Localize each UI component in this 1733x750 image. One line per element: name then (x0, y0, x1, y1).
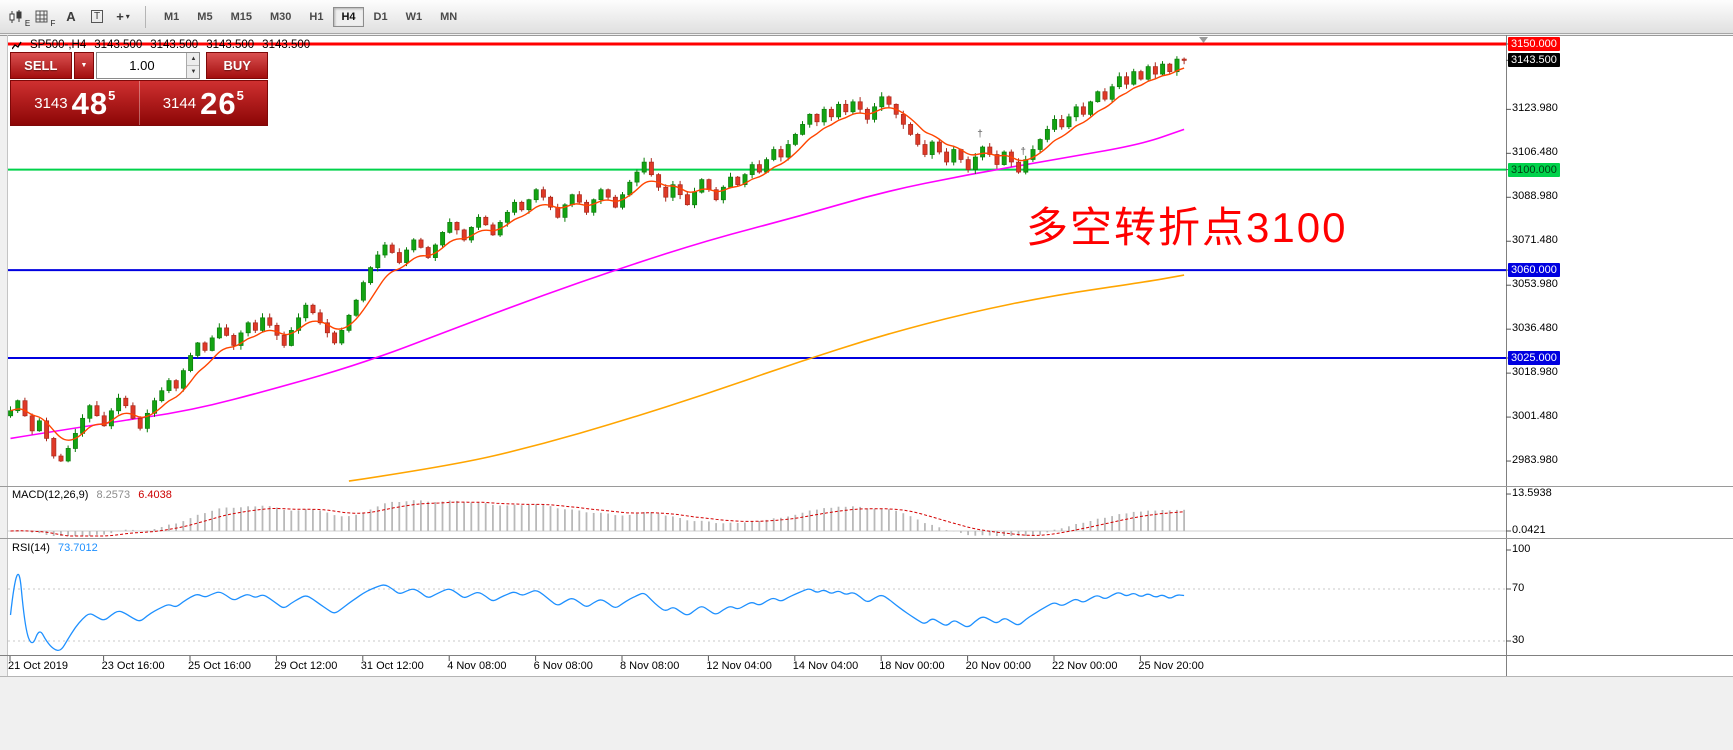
volume-stepper: ▲ ▼ (186, 53, 200, 78)
macd-signal-value: 6.4038 (138, 489, 172, 501)
ohlc-close: 3143.500 (262, 39, 311, 51)
ohlc-open: 3143.500 (94, 39, 143, 51)
text-box-icon: T (90, 10, 104, 23)
volume-field: ▲ ▼ (96, 52, 201, 79)
bid-price[interactable]: 3143 48 5 (11, 81, 140, 125)
timeframe-m15-button[interactable]: M15 (223, 7, 260, 27)
macd-name: MACD(12,26,9) (12, 489, 89, 501)
toolbar: E F A T + ▾ M1 M5 M15 M30 H1 H4 (0, 0, 1733, 34)
timeframe-m1-button[interactable]: M1 (156, 7, 187, 27)
one-click-trading-panel: SELL ▼ ▲ ▼ BUY 3143 48 5 3144 26 5 (10, 52, 268, 126)
ma-slow-line (348, 274, 1185, 482)
timeframe-mn-button[interactable]: MN (432, 7, 465, 27)
volume-input[interactable] (97, 53, 187, 78)
trade-marker-icon: † (977, 129, 983, 140)
ohlc-low: 3143.500 (206, 39, 255, 51)
timeframe-h1-button[interactable]: H1 (301, 7, 331, 27)
trade-panel-quotes: 3143 48 5 3144 26 5 (10, 80, 268, 126)
price-scale[interactable] (1507, 35, 1733, 676)
ma-fast-line (10, 67, 1185, 441)
chart-type-button[interactable]: E (6, 5, 32, 29)
timeframe-w1-button[interactable]: W1 (398, 7, 431, 27)
macd-histogram (16, 500, 1185, 536)
volume-increase-button[interactable]: ▲ (187, 53, 200, 66)
chart-ohlc-header: SP500-,H4 3143.500 3143.500 3143.500 314… (12, 39, 310, 51)
panel-divider-macd[interactable] (0, 483, 1733, 490)
ask-price[interactable]: 3144 26 5 (162, 85, 244, 121)
grid-button[interactable]: F (32, 5, 58, 29)
timeframe-h4-button[interactable]: H4 (333, 6, 364, 27)
crosshair-tool-button[interactable]: + ▾ (110, 5, 136, 29)
text-box-button[interactable]: T (84, 5, 110, 29)
caret-down-icon: ▼ (80, 62, 88, 69)
grid-icon (35, 10, 48, 22)
panel-divider-rsi[interactable] (0, 535, 1733, 542)
rsi-label: RSI(14) 73.7012 (12, 542, 98, 554)
candles-layer (8, 56, 1187, 463)
text-label-button[interactable]: A (58, 5, 84, 29)
rsi-line (9, 573, 1185, 652)
time-scale[interactable] (0, 656, 1506, 677)
macd-label: MACD(12,26,9) 8.2573 6.4038 (12, 489, 172, 501)
timeframe-d1-button[interactable]: D1 (366, 7, 396, 27)
trade-panel-controls: SELL ▼ ▲ ▼ BUY (10, 52, 268, 79)
chart-shift-marker-icon (1199, 37, 1208, 43)
symbol-icon (12, 41, 22, 49)
chevron-down-icon: ▾ (125, 12, 130, 21)
icon-sub-label: E (24, 18, 31, 28)
rsi-value: 73.7012 (57, 542, 98, 554)
sell-button[interactable]: SELL (10, 52, 72, 79)
symbol-period-label: SP500-,H4 (30, 39, 87, 51)
toolbar-separator (145, 5, 146, 28)
timeframe-m30-button[interactable]: M30 (262, 7, 299, 27)
buy-button[interactable]: BUY (206, 52, 268, 79)
rsi-name: RSI(14) (12, 542, 50, 554)
macd-signal-line (10, 501, 1185, 537)
crosshair-tool-icon: + (116, 8, 124, 24)
volume-decrease-button[interactable]: ▼ (190, 69, 197, 75)
ma-mid-line (10, 128, 1185, 440)
macd-main-value: 8.2573 (96, 489, 131, 501)
chart-annotation-text[interactable]: 多空转折点3100 (1026, 204, 1348, 251)
timeframe-m5-button[interactable]: M5 (189, 7, 220, 27)
candlestick-chart-icon (9, 9, 22, 23)
icon-sub-label: F (50, 18, 56, 28)
volume-dropdown-button[interactable]: ▼ (73, 52, 95, 79)
text-label-icon: A (66, 8, 76, 24)
trade-marker-icon: † (1020, 147, 1026, 158)
ohlc-high: 3143.500 (150, 39, 199, 51)
